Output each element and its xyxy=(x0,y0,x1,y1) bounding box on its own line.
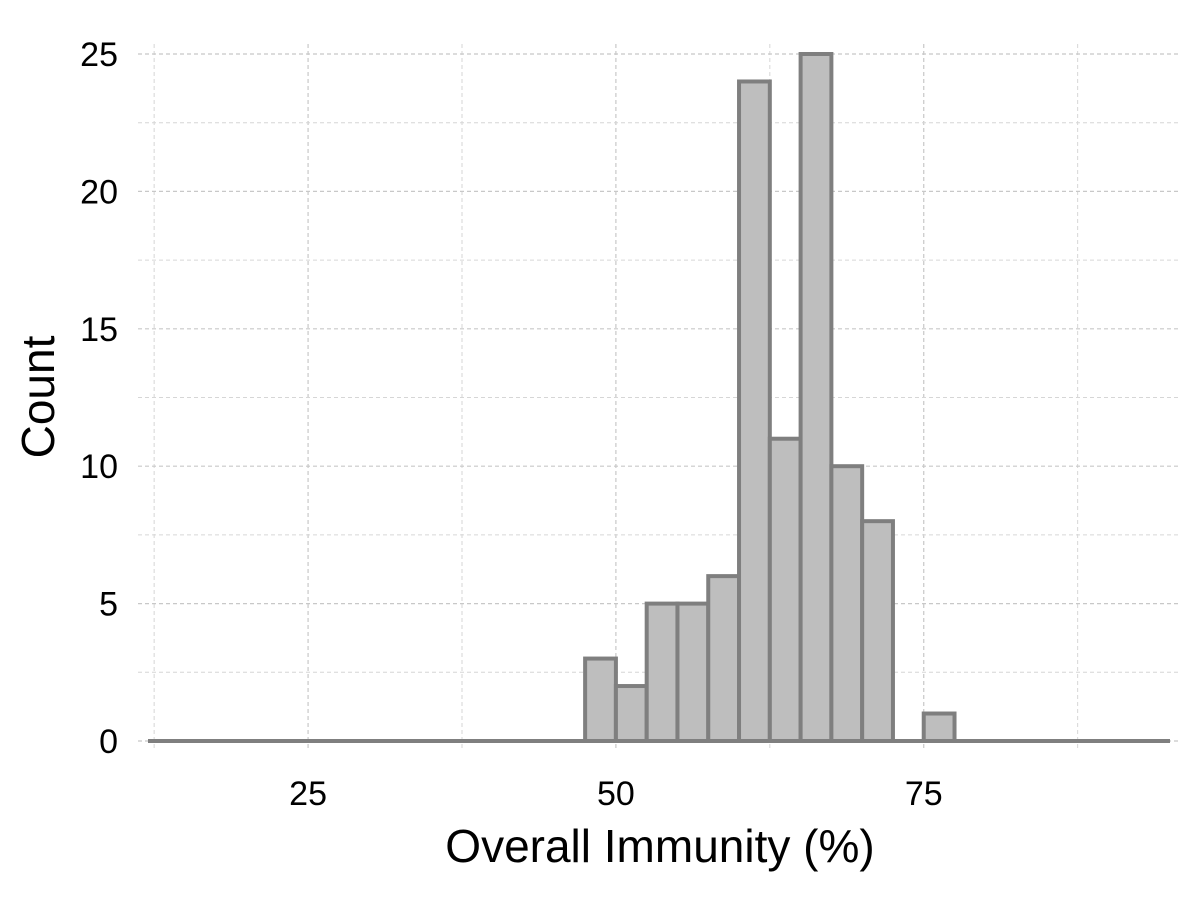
bars xyxy=(583,52,957,744)
y-axis-ticks: 0 5 10 15 20 25 xyxy=(80,36,118,761)
y-tick-label: 15 xyxy=(80,311,118,349)
x-axis-ticks: 25 50 75 xyxy=(289,775,942,813)
x-tick-label: 50 xyxy=(597,775,635,813)
histogram-bar xyxy=(706,574,742,743)
histogram-bar xyxy=(798,52,834,743)
histogram-bar xyxy=(767,436,803,743)
histogram-bar xyxy=(829,464,865,743)
y-tick-label: 0 xyxy=(99,723,118,761)
histogram-bar xyxy=(737,79,772,744)
histogram-bar xyxy=(583,656,618,743)
x-axis-title: Overall Immunity (%) xyxy=(445,820,874,872)
y-tick-label: 25 xyxy=(80,36,118,74)
x-tick-label: 25 xyxy=(289,775,327,813)
histogram-bar xyxy=(613,684,649,743)
y-tick-label: 5 xyxy=(99,586,118,624)
y-tick-label: 20 xyxy=(80,173,118,211)
y-axis-title: Count xyxy=(12,335,64,458)
histogram-bar xyxy=(644,601,680,743)
histogram-bar xyxy=(921,711,957,744)
x-tick-label: 75 xyxy=(905,775,943,813)
histogram-bar xyxy=(860,519,895,743)
histogram-bar xyxy=(675,601,711,743)
y-tick-label: 10 xyxy=(80,448,118,486)
